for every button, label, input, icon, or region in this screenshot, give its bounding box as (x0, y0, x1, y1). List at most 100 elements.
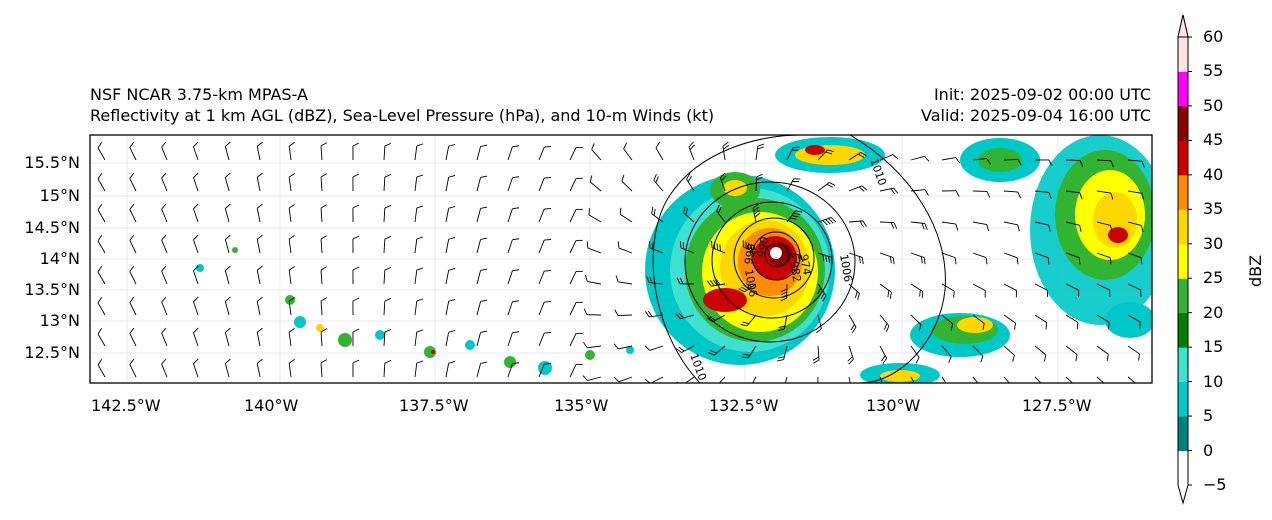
colorbar-tick-label: −5 (1203, 475, 1227, 494)
colorbar-unit-label: dBZ (1246, 254, 1266, 288)
wind-barb (653, 174, 664, 192)
wind-barb (569, 146, 583, 161)
wind-barb (777, 314, 788, 332)
wind-barb (161, 172, 168, 192)
contour-label: 990 (755, 236, 771, 259)
wind-barb (1127, 190, 1145, 200)
wind-barb (256, 234, 263, 254)
wind-barb (619, 207, 633, 223)
wind-barb (320, 297, 328, 316)
wind-barb (1003, 190, 1021, 199)
wind-barb (675, 345, 695, 353)
lat-tick-label: 12.5°N (24, 343, 80, 362)
wind-barb (507, 176, 520, 192)
wind-barb (646, 276, 664, 285)
colorbar-extend-max (1177, 14, 1189, 38)
wind-barb (711, 240, 726, 254)
wind-barb (812, 345, 820, 364)
wind-barb (1034, 159, 1053, 167)
wind-barb (97, 204, 106, 223)
wind-barb (1065, 159, 1084, 167)
wind-barb (1034, 190, 1052, 199)
wind-barb (193, 141, 199, 161)
wind-barb (161, 265, 168, 285)
wind-barb (224, 358, 231, 378)
wind-barb (476, 268, 488, 285)
wind-barb (569, 270, 583, 285)
wind-barb (815, 314, 822, 334)
lon-tick-label: 140°W (244, 396, 299, 415)
wind-barb (780, 283, 788, 302)
wind-barb (383, 266, 392, 285)
lat-tick-label: 13°N (39, 311, 80, 330)
wind-barb (507, 300, 520, 316)
colorbar-segment (1178, 381, 1188, 417)
wind-barb (1096, 314, 1110, 329)
wind-barb (445, 237, 456, 254)
wind-barb (320, 328, 328, 347)
wind-barb (569, 239, 583, 254)
wind-barb (782, 376, 788, 383)
wind-barb (879, 376, 886, 383)
wind-barb (941, 283, 955, 298)
wind-barb (161, 203, 168, 223)
wind-barb (742, 240, 757, 254)
wind-barb (352, 235, 360, 254)
wind-barb (383, 359, 392, 378)
colorbar-tick-label: 55 (1203, 61, 1224, 81)
colorbar-segment (1178, 416, 1188, 452)
wind-barb (817, 149, 835, 161)
wind-barb (941, 345, 952, 363)
wind-barb (716, 204, 726, 223)
wind-barb (615, 275, 633, 285)
wind-barb (507, 238, 520, 254)
wind-barb (1003, 221, 1020, 232)
wind-barb (445, 175, 456, 192)
wind-barb (614, 309, 633, 317)
wind-barb (1034, 221, 1051, 232)
wind-barb (972, 190, 991, 198)
wind-barb (97, 297, 106, 316)
wind-barb (688, 141, 695, 161)
wind-barb (786, 210, 803, 223)
colorbar-tick-label: 10 (1203, 371, 1224, 391)
wind-barb (644, 345, 664, 351)
colorbar-segment (1178, 243, 1188, 279)
wind-barb (507, 145, 520, 161)
wind-barb (224, 327, 231, 347)
wind-barb (1127, 345, 1140, 361)
wind-barb (706, 279, 726, 287)
wind-barb (910, 189, 929, 196)
wind-barb (1127, 314, 1141, 329)
wind-barb (414, 267, 424, 285)
wind-barb (648, 241, 664, 254)
wind-barb (848, 283, 860, 300)
wind-barb (1003, 345, 1015, 362)
wind-barb (507, 269, 520, 285)
wind-barb (383, 173, 392, 192)
wind-barb (97, 266, 106, 285)
wind-barb (507, 207, 520, 223)
wind-barb (97, 142, 106, 161)
wind-barb (584, 274, 602, 285)
wind-barb (1065, 190, 1083, 200)
wind-barb (1034, 376, 1046, 383)
contour-label: 974 (797, 253, 813, 276)
wind-barb (476, 175, 488, 192)
contour-label: 982 (787, 260, 803, 283)
wind-barb (879, 221, 898, 229)
colorbar-tick-label: 60 (1203, 27, 1224, 46)
wind-barb (706, 314, 726, 323)
reflectivity-field (196, 135, 1152, 383)
wind-barb (476, 330, 488, 347)
wind-barb (848, 185, 868, 192)
wind-barb (741, 345, 757, 359)
colorbar-segment (1178, 347, 1188, 383)
wind-barb (288, 203, 295, 223)
wind-barb (383, 328, 392, 347)
wind-barb (129, 327, 137, 347)
wind-barb (193, 265, 199, 285)
lon-tick-label: 137.5°W (399, 396, 469, 415)
wind-barb (1127, 159, 1145, 168)
wind-barb (1034, 252, 1050, 265)
